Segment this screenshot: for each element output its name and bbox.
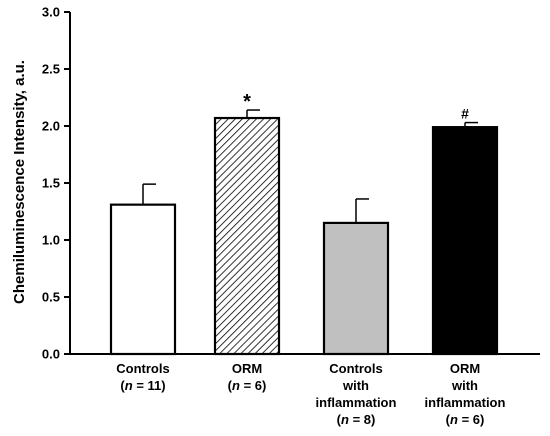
x-tick-label-line: with (342, 378, 369, 393)
x-tick-label-line: inflammation (425, 395, 506, 410)
bar (431, 126, 499, 356)
y-tick-label: 1.5 (42, 176, 60, 191)
y-tick-label: 0.0 (42, 347, 60, 362)
y-tick-label: 2.5 (42, 62, 60, 77)
x-tick-label-n: (n = 6) (228, 378, 267, 393)
category-labels: Controls (n = 11) ORM (n = 6) Controls with in… (116, 361, 505, 427)
significance-marker: # (461, 106, 469, 122)
significance-marker: * (243, 91, 251, 113)
x-tick-label: Controls with inflammation (n = 8) (316, 361, 397, 427)
x-tick-label-line: ORM (232, 361, 262, 376)
x-tick-label-line: inflammation (316, 395, 397, 410)
x-tick-label: ORM (n = 6) (228, 361, 267, 393)
y-tick-label: 0.5 (42, 290, 60, 305)
y-tick-label: 1.0 (42, 233, 60, 248)
y-axis-title: Chemiluminescence Intensity, a.u. (11, 60, 28, 304)
y-tick-label: 2.0 (42, 119, 60, 134)
bar (322, 221, 390, 356)
x-tick-label-line: ORM (450, 361, 480, 376)
x-tick-label-n: (n = 6) (446, 412, 485, 427)
bar (109, 203, 177, 356)
x-tick-label-n: (n = 11) (120, 378, 165, 393)
bars: *# (109, 91, 499, 356)
x-tick-label-line: with (451, 378, 478, 393)
x-tick-label-n: (n = 8) (337, 412, 376, 427)
x-tick-label-line: Controls (116, 361, 169, 376)
bar (213, 116, 281, 356)
x-tick-label-line: Controls (329, 361, 382, 376)
y-tick-label: 3.0 (42, 5, 60, 20)
x-tick-label: ORM with inflammation (n = 6) (425, 361, 506, 427)
x-tick-label: Controls (n = 11) (116, 361, 169, 393)
